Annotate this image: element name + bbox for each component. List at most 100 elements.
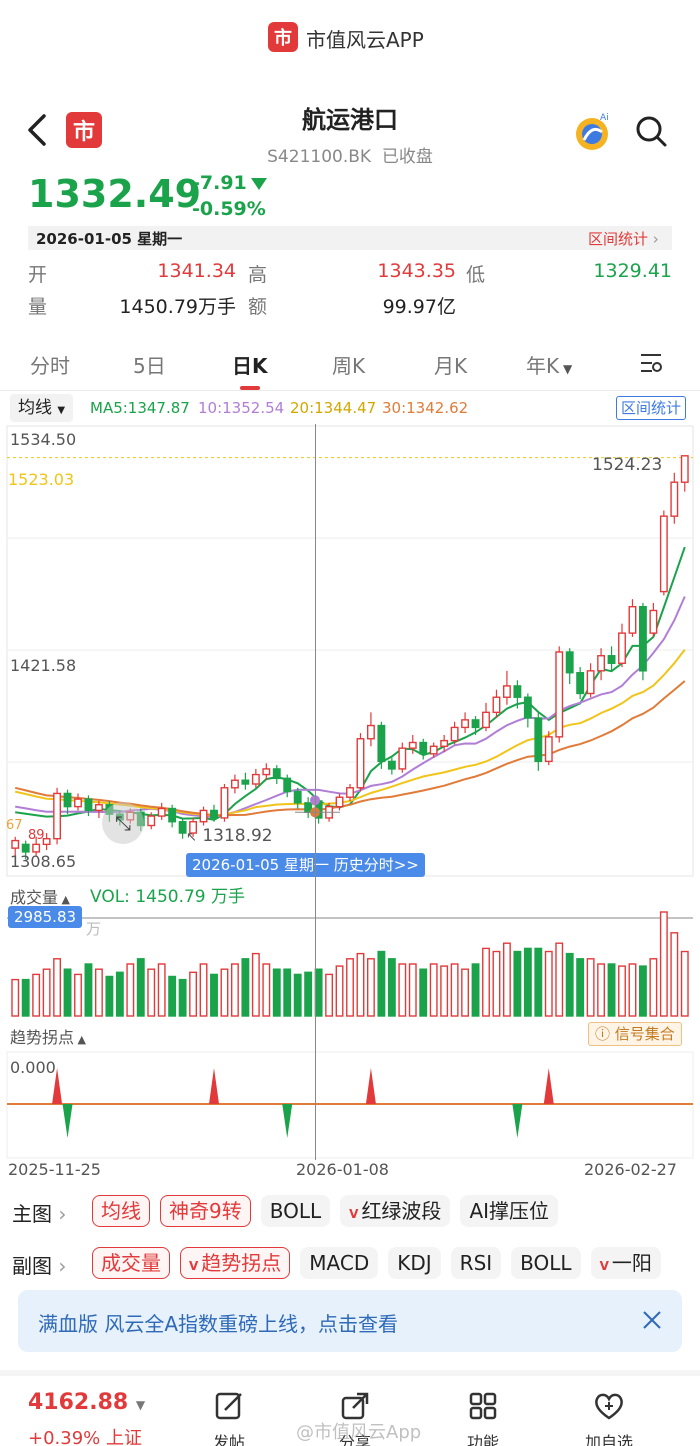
bulb-icon: ⓘ bbox=[595, 1025, 611, 1043]
tab-intraday[interactable]: 分时 bbox=[30, 354, 70, 378]
chip-boll-sub[interactable]: BOLL bbox=[511, 1247, 581, 1279]
main-chart-label[interactable]: 主图 › bbox=[12, 1202, 67, 1226]
volume-bar bbox=[387, 958, 396, 1017]
tab-weekly-k[interactable]: 周K bbox=[332, 354, 366, 378]
promo-banner[interactable]: 满血版 风云全A指数重磅上线，点击查看 bbox=[18, 1290, 682, 1352]
promo-banner-text: 满血版 风云全A指数重磅上线，点击查看 bbox=[38, 1312, 399, 1336]
candle-body bbox=[178, 821, 187, 834]
candle-body bbox=[429, 745, 438, 755]
candle-body bbox=[555, 651, 564, 738]
candle-body bbox=[670, 481, 679, 517]
app-logo-small: 市 bbox=[268, 22, 298, 52]
volume-bar bbox=[157, 963, 166, 1017]
chip-ma[interactable]: 均线 bbox=[92, 1195, 150, 1227]
candle-body bbox=[502, 685, 511, 698]
volume-section-label: 成交量 ▲ bbox=[10, 888, 70, 907]
volume-value-label: VOL: 1450.79 万手 bbox=[90, 887, 246, 907]
signal-collection-button[interactable]: ⓘ 信号集合 bbox=[588, 1022, 682, 1046]
chip-yiyang[interactable]: V 一阳 bbox=[590, 1247, 661, 1279]
volume-bar bbox=[21, 978, 30, 1017]
volume-chart[interactable] bbox=[0, 908, 700, 1018]
ma30-value: 30:1342.62 bbox=[382, 399, 469, 417]
chip-magic9[interactable]: 神奇9转 bbox=[160, 1195, 251, 1227]
candle-body bbox=[565, 651, 574, 674]
candle-body bbox=[450, 726, 459, 742]
chart-settings-icon[interactable] bbox=[638, 350, 664, 376]
chip-kdj[interactable]: KDJ bbox=[388, 1247, 441, 1279]
volume-bar bbox=[408, 963, 417, 1017]
chip-ai-support[interactable]: AI撑压位 bbox=[460, 1195, 559, 1227]
app-title: 市值风云APP bbox=[306, 28, 424, 52]
indicator-chart[interactable] bbox=[0, 1050, 700, 1160]
volume-bar bbox=[618, 965, 626, 1017]
tab-yearly-k[interactable]: 年K ▼ bbox=[526, 354, 573, 378]
crosshair-date-label[interactable]: 2026-01-05 星期一 历史分时>> bbox=[186, 853, 425, 877]
candle-body bbox=[377, 724, 386, 763]
candle-body bbox=[220, 787, 229, 819]
volume-bar bbox=[220, 968, 229, 1017]
chip-trend-turn[interactable]: V 趋势拐点 bbox=[180, 1247, 291, 1279]
sub-chart-label[interactable]: 副图 › bbox=[12, 1254, 67, 1278]
range-stats-link[interactable]: 区间统计 › bbox=[588, 230, 659, 248]
chip-rsi[interactable]: RSI bbox=[450, 1247, 502, 1279]
indicator-down-spike bbox=[282, 1104, 293, 1138]
volume-bar bbox=[115, 971, 124, 1017]
chip-macd[interactable]: MACD bbox=[300, 1247, 379, 1279]
high-value: 1343.35 bbox=[377, 260, 456, 282]
index-value[interactable]: 4162.88 ▼ bbox=[28, 1390, 146, 1415]
heart-plus-icon bbox=[564, 1390, 654, 1429]
volume-bar bbox=[136, 958, 145, 1017]
chip-red-green-band[interactable]: V 红绿波段 bbox=[340, 1195, 451, 1227]
nav-add-watchlist[interactable]: 加自选 bbox=[564, 1390, 654, 1446]
chip-boll-main[interactable]: BOLL bbox=[260, 1195, 331, 1227]
volume-bar bbox=[482, 947, 490, 1017]
candle-body bbox=[356, 738, 365, 789]
candle-body bbox=[366, 724, 375, 740]
volume-bar bbox=[513, 950, 522, 1017]
candle-body bbox=[53, 792, 62, 840]
volume-bar bbox=[42, 968, 51, 1017]
candle-body bbox=[638, 606, 647, 672]
volume-bar bbox=[366, 958, 375, 1017]
candle-body bbox=[387, 760, 396, 770]
volume-bar bbox=[272, 968, 281, 1017]
nav-post[interactable]: 发帖 bbox=[184, 1390, 274, 1446]
volume-bar bbox=[94, 968, 103, 1017]
tab-5day[interactable]: 5日 bbox=[133, 354, 166, 378]
candle-body bbox=[63, 792, 72, 808]
low-value: 1329.41 bbox=[593, 260, 672, 282]
volume-bar bbox=[576, 958, 585, 1017]
candle-body bbox=[408, 741, 417, 749]
candle-body bbox=[586, 670, 595, 695]
range-stats-button[interactable]: 区间统计 bbox=[616, 396, 687, 420]
candle-body bbox=[251, 773, 260, 785]
candle-body bbox=[618, 632, 626, 664]
search-icon[interactable] bbox=[634, 114, 668, 148]
nav-functions[interactable]: 功能 bbox=[438, 1390, 528, 1446]
volume-bar bbox=[304, 971, 313, 1017]
volume-bar bbox=[283, 968, 292, 1017]
volume-bar bbox=[11, 978, 20, 1017]
volume-bar bbox=[210, 973, 218, 1017]
indicator-down-spike bbox=[512, 1104, 523, 1138]
indicator-up-spike bbox=[52, 1068, 63, 1104]
ma-selector[interactable]: 均线 ▼ bbox=[10, 394, 74, 422]
volume-bar bbox=[199, 963, 208, 1017]
volume-bar bbox=[251, 952, 260, 1017]
candle-body bbox=[42, 838, 51, 846]
ai-assistant-icon[interactable]: Ai bbox=[570, 110, 614, 154]
volume-bar bbox=[63, 968, 72, 1017]
candle-body bbox=[189, 821, 198, 834]
chip-volume[interactable]: 成交量 bbox=[92, 1247, 170, 1279]
volume-bar bbox=[325, 973, 334, 1017]
tab-monthly-k[interactable]: 月K bbox=[434, 354, 468, 378]
volume-scale-unit: 万 bbox=[86, 920, 102, 938]
nav-share[interactable]: 分享 bbox=[310, 1390, 400, 1446]
expand-icon[interactable]: ⤡ bbox=[102, 802, 144, 844]
close-icon[interactable] bbox=[640, 1308, 664, 1332]
candle-body bbox=[157, 807, 166, 817]
back-arrow-icon[interactable] bbox=[22, 110, 52, 150]
candle-body bbox=[513, 685, 522, 698]
tab-daily-k[interactable]: 日K bbox=[232, 354, 268, 378]
volume-crosshair-tag: 2985.83 bbox=[8, 906, 83, 928]
